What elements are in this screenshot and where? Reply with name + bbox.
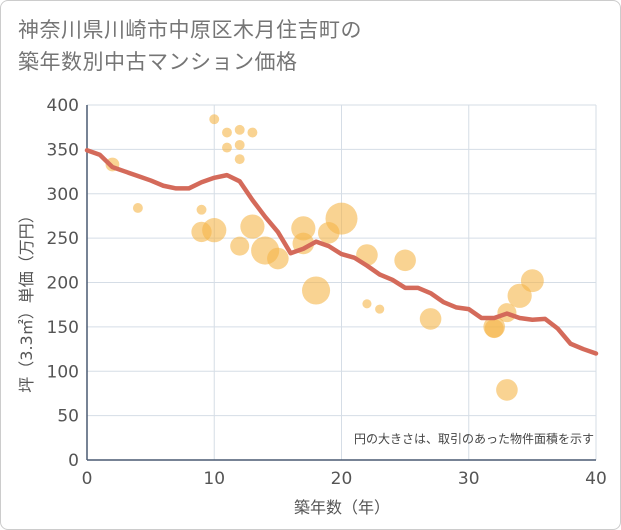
x-tick-label: 0 [82,469,93,489]
y-axis-label: 坪（3.3㎡）単価（万円） [17,207,36,392]
y-tick-label: 400 [47,96,79,116]
data-bubble [202,218,227,243]
x-tick-label: 20 [331,469,353,489]
data-bubble [222,127,232,138]
data-bubble [291,216,316,241]
data-bubble [234,154,245,165]
y-tick-label: 200 [47,274,79,294]
chart-title: 神奈川県川崎市中原区木月住吉町の 築年数別中古マンション価格 [18,14,362,78]
data-bubble [419,308,442,330]
y-tick-label: 100 [47,362,79,382]
data-bubble [375,304,385,314]
data-bubble [325,202,358,235]
y-tick-label: 300 [47,185,79,205]
data-bubble [240,214,265,239]
y-tick-label: 250 [47,229,79,249]
data-bubble [484,319,504,339]
data-bubble [209,114,220,125]
trend-series [84,148,599,356]
data-bubble [222,142,232,153]
bubble-series [105,114,544,401]
x-tick-label: 30 [458,469,480,489]
size-note: 円の大きさは、取引のあった物件面積を示す [354,431,594,446]
x-tick-label: 10 [203,469,225,489]
data-bubble [302,276,331,305]
y-tick-label: 150 [47,318,79,338]
data-bubble [520,269,544,293]
data-bubble [394,249,416,272]
grid-lines [87,104,597,460]
average-price-line [84,148,599,356]
data-bubble [196,204,207,215]
data-bubble [234,124,245,135]
data-bubble [247,127,258,138]
x-tick-label: 40 [585,469,607,489]
x-axis-label: 築年数（年） [294,498,390,517]
data-bubble [362,299,372,309]
data-bubble [267,247,289,270]
data-bubble [496,379,518,401]
data-bubble [230,236,250,256]
chart-title-line2: 築年数別中古マンション価格 [18,50,298,74]
y-tick-label: 350 [47,140,79,160]
data-bubble [234,139,245,150]
y-tick-label: 50 [57,407,79,427]
axes [86,105,596,461]
data-bubble [132,203,143,213]
chart-title-line1: 神奈川県川崎市中原区木月住吉町の [18,18,362,42]
y-tick-label: 0 [68,451,79,471]
